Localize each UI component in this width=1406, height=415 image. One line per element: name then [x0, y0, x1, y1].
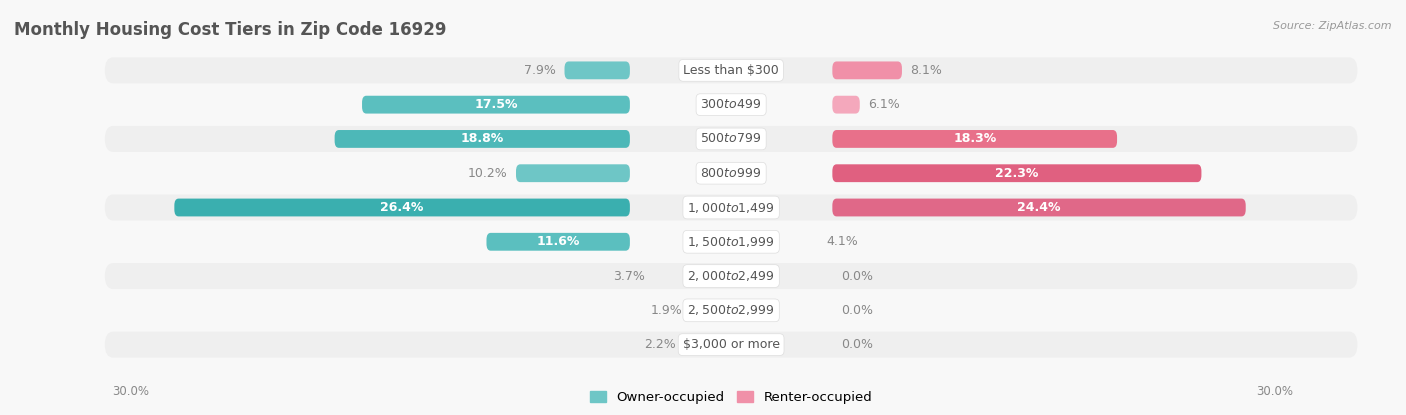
Text: 0.0%: 0.0%: [841, 304, 873, 317]
Text: $800 to $999: $800 to $999: [700, 167, 762, 180]
FancyBboxPatch shape: [105, 195, 1357, 220]
FancyBboxPatch shape: [516, 164, 630, 182]
Text: $1,500 to $1,999: $1,500 to $1,999: [688, 235, 775, 249]
FancyBboxPatch shape: [174, 199, 630, 216]
Text: 30.0%: 30.0%: [1257, 386, 1294, 398]
Legend: Owner-occupied, Renter-occupied: Owner-occupied, Renter-occupied: [585, 386, 877, 409]
Text: 3.7%: 3.7%: [613, 270, 644, 283]
Text: 18.8%: 18.8%: [461, 132, 503, 145]
FancyBboxPatch shape: [486, 233, 630, 251]
FancyBboxPatch shape: [105, 126, 1357, 152]
FancyBboxPatch shape: [105, 160, 1357, 186]
Text: $2,500 to $2,999: $2,500 to $2,999: [688, 303, 775, 317]
FancyBboxPatch shape: [105, 57, 1357, 83]
FancyBboxPatch shape: [832, 96, 859, 114]
Text: Monthly Housing Cost Tiers in Zip Code 16929: Monthly Housing Cost Tiers in Zip Code 1…: [14, 21, 447, 39]
Text: 11.6%: 11.6%: [537, 235, 579, 248]
Text: 18.3%: 18.3%: [953, 132, 997, 145]
Text: $3,000 or more: $3,000 or more: [683, 338, 779, 351]
Text: 17.5%: 17.5%: [474, 98, 517, 111]
Text: 10.2%: 10.2%: [468, 167, 508, 180]
Text: 26.4%: 26.4%: [381, 201, 423, 214]
FancyBboxPatch shape: [105, 229, 1357, 255]
FancyBboxPatch shape: [105, 297, 1357, 323]
FancyBboxPatch shape: [335, 130, 630, 148]
FancyBboxPatch shape: [832, 199, 1246, 216]
Text: Source: ZipAtlas.com: Source: ZipAtlas.com: [1274, 21, 1392, 31]
Text: 0.0%: 0.0%: [841, 338, 873, 351]
FancyBboxPatch shape: [105, 92, 1357, 118]
Text: 6.1%: 6.1%: [868, 98, 900, 111]
Text: 24.4%: 24.4%: [1018, 201, 1060, 214]
Text: 1.9%: 1.9%: [651, 304, 683, 317]
Text: 8.1%: 8.1%: [911, 64, 942, 77]
FancyBboxPatch shape: [105, 263, 1357, 289]
FancyBboxPatch shape: [105, 332, 1357, 358]
FancyBboxPatch shape: [832, 61, 903, 79]
Text: 30.0%: 30.0%: [112, 386, 149, 398]
Text: 7.9%: 7.9%: [524, 64, 555, 77]
Text: $300 to $499: $300 to $499: [700, 98, 762, 111]
Text: 0.0%: 0.0%: [841, 270, 873, 283]
Text: $1,000 to $1,499: $1,000 to $1,499: [688, 200, 775, 215]
Text: $500 to $799: $500 to $799: [700, 132, 762, 145]
FancyBboxPatch shape: [363, 96, 630, 114]
FancyBboxPatch shape: [564, 61, 630, 79]
Text: Less than $300: Less than $300: [683, 64, 779, 77]
Text: 2.2%: 2.2%: [644, 338, 676, 351]
FancyBboxPatch shape: [832, 130, 1116, 148]
Text: 22.3%: 22.3%: [995, 167, 1039, 180]
Text: $2,000 to $2,499: $2,000 to $2,499: [688, 269, 775, 283]
Text: 4.1%: 4.1%: [825, 235, 858, 248]
FancyBboxPatch shape: [832, 164, 1201, 182]
